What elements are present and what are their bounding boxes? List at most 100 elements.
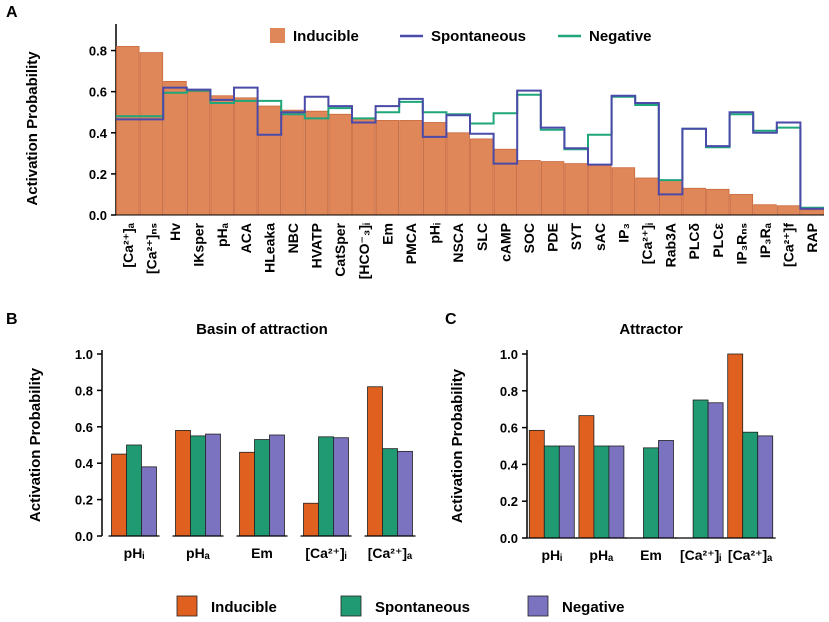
panel-c-negative-bar — [608, 445, 625, 539]
bottom-legend: Inducible Spontaneous Negative — [176, 595, 625, 617]
panel-a-category-label: PLCδ — [686, 223, 702, 260]
panel-a-inducible-bar — [446, 132, 470, 216]
legend-inducible-label: Inducible — [293, 28, 359, 45]
panel-b-y-tick-label: 0.2 — [75, 493, 93, 508]
panel-a-inducible-bar — [753, 204, 777, 216]
panel-a-category-label: SLC — [474, 223, 490, 251]
panel-a-y-tick-label: 0.4 — [89, 126, 108, 141]
panel-a-y-tick-label: 0.2 — [89, 167, 107, 182]
panel-b-negative-bar — [269, 434, 285, 537]
panel-c-y-tick-label: 0.2 — [500, 494, 518, 509]
panel-a-category-label: sAC — [592, 223, 608, 251]
panel-a-category-label: PLCε — [710, 223, 726, 258]
panel-a-category-label: [Ca²⁺]ᵢ — [639, 223, 655, 264]
panel-b-title: Basin of attraction — [196, 321, 328, 338]
bottom-legend-inducible-label: Inducible — [211, 599, 277, 616]
panel-a-category-label: SOC — [521, 223, 537, 253]
panel-a-category-label: pHᵢ — [427, 223, 443, 244]
panel-a-category-label: HVATP — [309, 223, 325, 268]
panel-c-spontaneous-bar — [692, 399, 709, 539]
panel-b-category-label: [Ca²⁺]ₐ — [368, 545, 413, 561]
panel-c-chart: Attractor 0.0 0.2 0.4 0.6 0.8 1.0 Activation Pr… — [449, 321, 776, 563]
panel-a-inducible-bar — [257, 105, 282, 216]
panel-a-inducible-bar — [210, 95, 234, 216]
panel-c-y-tick-label: 0.6 — [500, 421, 518, 436]
panel-c-y-tick-label: 0.4 — [500, 457, 519, 472]
panel-a-category-label: PMCA — [403, 223, 419, 264]
panel-a-inducible-bar — [611, 167, 636, 216]
panel-c-category-label: Em — [640, 547, 662, 563]
bottom-legend-spontaneous-label: Spontaneous — [375, 599, 470, 616]
panel-a-inducible-bar — [706, 188, 730, 216]
panel-c-category-label: pHₐ — [589, 547, 614, 563]
panel-letter-b: B — [6, 311, 18, 328]
panel-b-category-label: [Ca²⁺]ᵢ — [305, 545, 346, 561]
panel-a-category-label: IP₃Rₐ — [757, 222, 773, 258]
panel-b-category-label: pHₐ — [186, 545, 211, 561]
panel-a-category-label: CatSper — [332, 222, 348, 276]
panel-a-category-label: RAP — [804, 223, 820, 253]
panel-b-inducible-bar — [303, 502, 319, 537]
panel-a-category-label: pHₐ — [214, 222, 230, 247]
panel-b-spontaneous-bar — [126, 444, 142, 537]
panel-a-inducible-bar — [658, 179, 683, 216]
panel-c-inducible-bar — [727, 353, 744, 539]
panel-b-inducible-bar — [239, 451, 255, 537]
panel-a-y-tick-label: 0.8 — [89, 44, 107, 59]
panel-b-chart: Basin of attraction 0.0 0.2 0.4 0.6 0.8 1.0 Act… — [27, 321, 416, 561]
panel-b-spontaneous-bar — [254, 439, 270, 537]
panel-a-inducible-bar — [682, 187, 706, 216]
panel-b-inducible-bar — [175, 430, 191, 537]
panel-a-category-label: [Ca²⁺]ₐ — [120, 222, 136, 267]
panel-a-inducible-bar — [729, 194, 754, 216]
panel-a-y-tick-label: 0.6 — [89, 85, 107, 100]
panel-b-negative-bar — [397, 450, 413, 537]
panel-a-category-label: Rab3A — [663, 223, 679, 267]
panel-b-negative-bar — [205, 433, 221, 537]
panel-a-y-axis-title: Activation Probability — [24, 51, 41, 206]
panel-b-negative-bar — [333, 437, 349, 537]
panel-a-inducible-bar — [352, 117, 376, 216]
panel-a-inducible-bar — [139, 52, 164, 216]
panel-c-negative-bar — [757, 435, 774, 539]
panel-letter-c: C — [445, 311, 457, 328]
legend-negative-label: Negative — [589, 28, 652, 45]
panel-c-spontaneous-bar — [593, 445, 610, 539]
panel-b-spontaneous-bar — [190, 435, 206, 537]
panel-a-inducible-bar — [564, 163, 588, 216]
panel-a-category-label: HLeaka — [261, 223, 277, 273]
legend-spontaneous-label: Spontaneous — [431, 28, 526, 45]
panel-a-category-label: IP₃Rₙₛ — [733, 223, 749, 265]
panel-b-spontaneous-bar — [382, 448, 398, 537]
panel-a-inducible-bar — [470, 138, 494, 216]
panel-a-chart: 0.0 0.2 0.4 0.6 0.8 Activation Probability [Ca… — [24, 24, 824, 279]
panel-a-category-label: SYT — [568, 223, 584, 251]
panel-c-category-label: pHᵢ — [541, 547, 562, 563]
panel-c-inducible-bar — [528, 429, 545, 539]
panel-a-inducible-bar — [399, 120, 423, 216]
panel-a-spontaneous-line — [116, 86, 824, 210]
panel-c-negative-bar — [558, 445, 575, 539]
panel-a-inducible-bar — [800, 209, 824, 216]
panel-a-inducible-bar — [304, 110, 329, 216]
panel-a-category-label: [Ca²⁺]ₙₛ — [143, 223, 159, 274]
panel-c-title: Attractor — [619, 321, 683, 338]
panel-b-inducible-bar — [367, 386, 383, 537]
panel-c-category-label: [Ca²⁺]ₐ — [728, 547, 773, 563]
panel-a-category-label: NSCA — [450, 223, 466, 263]
panel-b-category-label: pHᵢ — [124, 545, 145, 561]
panel-b-y-axis-title: Activation Probability — [27, 367, 44, 522]
panel-a-inducible-bar — [163, 80, 187, 216]
panel-c-y-axis-title: Activation Probability — [449, 368, 466, 523]
panel-a-inducible-bar — [776, 205, 801, 216]
panel-b-inducible-bar — [111, 453, 127, 537]
panel-b-y-tick-label: 0.8 — [75, 383, 93, 398]
panel-a-inducible-bar — [375, 120, 400, 216]
panel-letter-a: A — [6, 4, 18, 21]
panel-a-legend: Inducible Spontaneous Negative — [270, 28, 652, 45]
bottom-legend-inducible-swatch — [176, 595, 198, 617]
panel-b-negative-bar — [141, 466, 157, 537]
panel-b-y-tick-label: 0.6 — [75, 420, 93, 435]
panel-c-spontaneous-bar — [543, 445, 560, 539]
